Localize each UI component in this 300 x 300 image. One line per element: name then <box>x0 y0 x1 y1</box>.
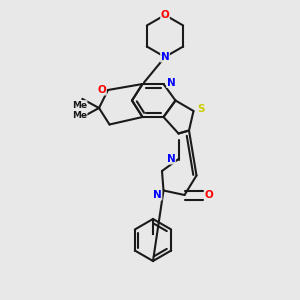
Text: O: O <box>160 10 169 20</box>
Text: N: N <box>167 77 176 88</box>
Text: Me: Me <box>72 111 87 120</box>
Text: N: N <box>153 190 162 200</box>
Text: N: N <box>167 154 176 164</box>
Text: O: O <box>205 190 214 200</box>
Text: O: O <box>98 85 106 95</box>
Text: N: N <box>160 52 169 62</box>
Text: Me: Me <box>72 100 87 109</box>
Text: S: S <box>197 104 205 115</box>
